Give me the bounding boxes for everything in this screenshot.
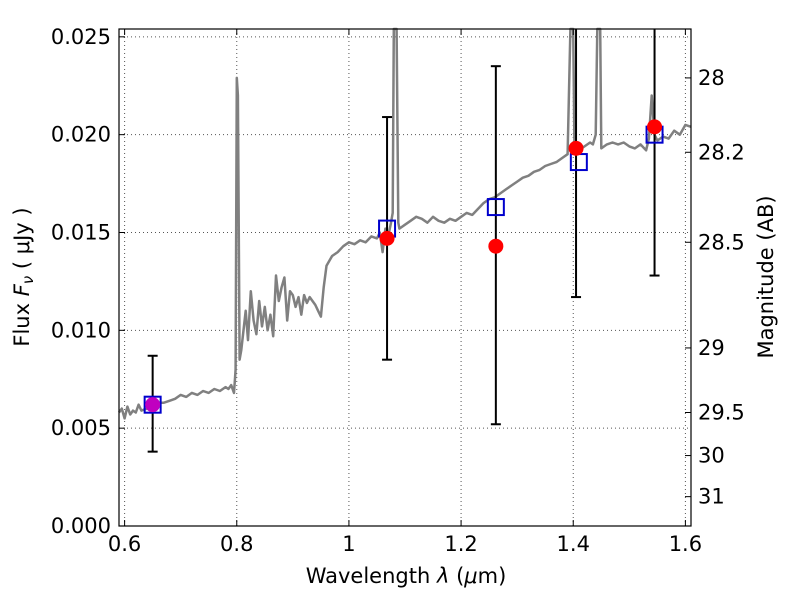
- y2-tick-label: 28.2: [698, 140, 745, 164]
- model-square-marker: [486, 198, 505, 217]
- y-tick-label: 0.010: [51, 318, 111, 342]
- x-axis-label-unit-open: (: [449, 564, 464, 588]
- plot-frame: [118, 28, 692, 527]
- y-tick-label: 0.005: [51, 416, 111, 440]
- x-tick-label: 1.6: [669, 532, 702, 556]
- x-tick-label: 1.4: [557, 532, 590, 556]
- y-tick-label: 0.025: [51, 25, 111, 49]
- x-axis-label: Wavelength λ (μm): [306, 564, 507, 588]
- x-axis-label-symbol: λ: [436, 564, 449, 588]
- y-axis-label-subscript: ν: [19, 276, 37, 284]
- flux-circle-marker: [488, 238, 504, 254]
- y-tick-label: 0.020: [51, 123, 111, 147]
- y-axis-label-symbol: F: [10, 283, 34, 296]
- x-axis-label-unit-rest: m): [478, 564, 507, 588]
- tick-layer: 0.6 0.8 1 1.2 1.4 1.6 0.000 0.005 0.010 0.015 0.02…: [51, 25, 745, 556]
- y2-tick-label: 28.5: [698, 230, 745, 254]
- x-axis-label-prefix: Wavelength: [306, 564, 437, 588]
- marker-layer: [143, 119, 664, 414]
- y2-tick-label: 30: [698, 444, 725, 468]
- y2-tick-label: 31: [698, 485, 725, 509]
- flux-circle-marker: [145, 397, 161, 413]
- x-tick-label: 1.2: [444, 532, 477, 556]
- y-tick-label: 0.000: [51, 514, 111, 538]
- y-axis-label-unit: ( μJy ): [10, 207, 34, 275]
- x-axis-label-unit-mu: μ: [463, 564, 477, 588]
- y2-tick-label: 29.5: [698, 401, 745, 425]
- model-square-marker: [143, 395, 162, 414]
- flux-circle-marker: [647, 119, 663, 135]
- y-tick-label: 0.015: [51, 220, 111, 244]
- x-tick-label: 0.8: [220, 532, 253, 556]
- flux-circle-marker: [568, 140, 584, 156]
- y-axis-label-prefix: Flux: [10, 296, 34, 346]
- x-tick-label: 0.6: [108, 532, 141, 556]
- flux-circle-marker: [379, 230, 395, 246]
- y-axis-label: Flux Fν ( μJy ): [10, 207, 37, 346]
- y2-tick-label: 28: [698, 66, 725, 90]
- x-tick-label: 1: [342, 532, 355, 556]
- y2-axis-label: Magnitude (AB): [754, 195, 778, 358]
- y2-tick-label: 29: [698, 336, 725, 360]
